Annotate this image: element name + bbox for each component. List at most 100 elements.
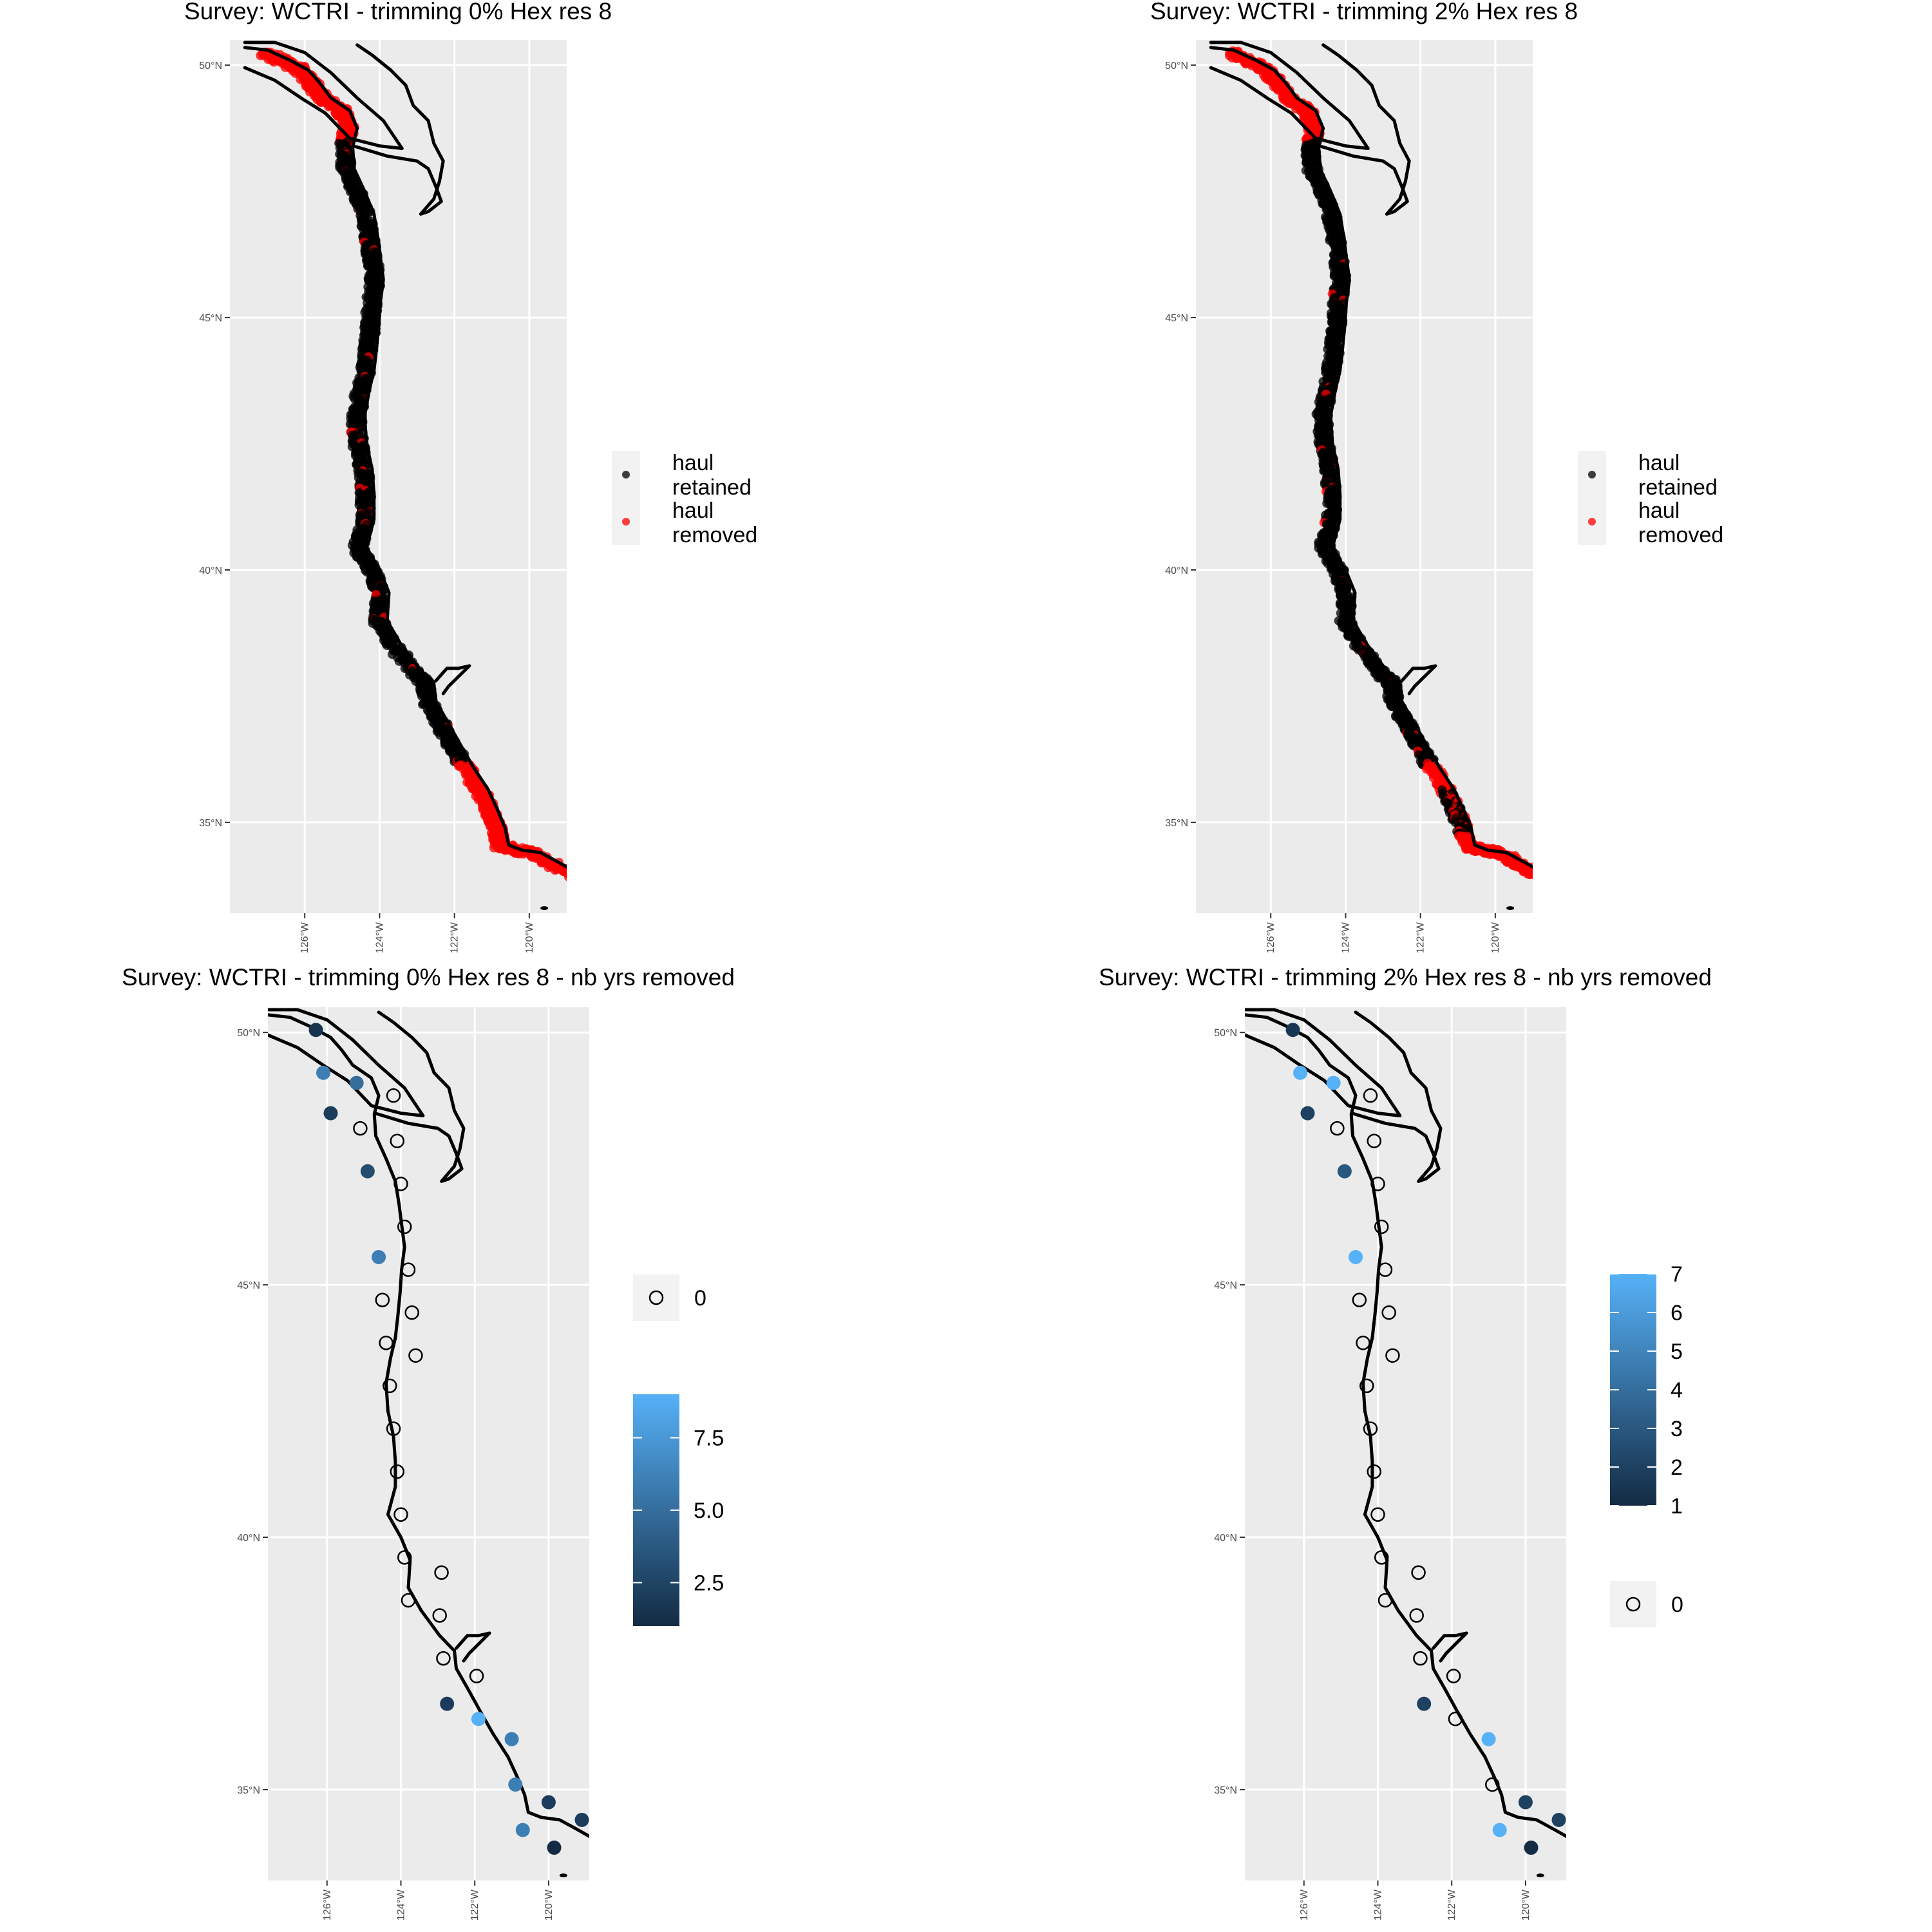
lat-tick-label: 35°N <box>237 1785 260 1796</box>
colorbar-tick-label: 3 <box>1671 1417 1683 1441</box>
lon-tick-label: 124°W <box>374 922 385 953</box>
map-panel-4: Survey: WCTRI - trimming 2% Hex res 8 - … <box>1099 964 1712 1920</box>
haul-point-removed <box>571 869 580 878</box>
hex-point-zero <box>1363 1421 1378 1436</box>
coastline-vancouver-island <box>243 41 404 150</box>
hex-point-removed-years <box>360 1164 375 1179</box>
hex-point-zero <box>1378 1593 1393 1608</box>
hex-point-zero <box>1381 1305 1396 1320</box>
lon-tick-label: 122°W <box>469 1889 480 1920</box>
coastline-puget-sound <box>373 1010 466 1183</box>
lon-tick-label: 120°W <box>1520 1889 1531 1920</box>
panel-title: Survey: WCTRI - trimming 2% Hex res 8 - … <box>1099 964 1712 990</box>
coastline-island <box>540 906 549 911</box>
hex-points <box>1285 1023 1566 1855</box>
panel-title: Survey: WCTRI - trimming 0% Hex res 8 - … <box>122 964 735 990</box>
hex-point-zero <box>1367 1133 1381 1148</box>
legend-key-removed <box>622 518 630 526</box>
legend-key-retained <box>622 471 630 478</box>
haul-point-removed <box>570 869 579 878</box>
coastline-island <box>1536 1873 1544 1878</box>
panel-title: Survey: WCTRI - trimming 0% Hex res 8 <box>184 0 612 24</box>
map-panel-3: Survey: WCTRI - trimming 0% Hex res 8 - … <box>122 964 735 1920</box>
lon-tick-label: 120°W <box>544 1889 554 1920</box>
hex-point-removed-years <box>323 1106 338 1121</box>
haul-point-removed <box>572 871 581 880</box>
hex-point-zero <box>353 1121 368 1136</box>
legend-label: retained <box>672 475 752 500</box>
lat-tick-label: 45°N <box>199 313 222 324</box>
legend-key-bg <box>612 451 640 545</box>
panel-title: Survey: WCTRI - trimming 2% Hex res 8 <box>1150 0 1578 24</box>
hex-point-removed-years <box>1524 1841 1539 1855</box>
hex-point-zero <box>1370 1507 1385 1522</box>
hex-point-removed-years <box>1417 1696 1432 1711</box>
hex-point-zero <box>397 1219 412 1235</box>
haul-point-removed <box>568 873 577 882</box>
hex-point-removed-years <box>1337 1164 1352 1179</box>
hex-point-zero <box>397 1550 412 1565</box>
hex-point-zero <box>386 1088 401 1103</box>
legend: 0 7.5 5.0 2.5 <box>633 1274 724 1626</box>
hex-point-zero <box>401 1593 416 1608</box>
lon-tick-label: 126°W <box>299 922 310 953</box>
hex-point-zero <box>1352 1293 1367 1307</box>
legend-label: haul <box>672 498 714 523</box>
hex-point-removed-years <box>508 1777 523 1792</box>
lat-tick-label: 45°N <box>237 1280 260 1291</box>
legend: 7 6 5 4 3 2 1 0 <box>1610 1262 1683 1627</box>
map-panel-1: Survey: WCTRI - trimming 0% Hex res 8 50°… <box>184 0 757 953</box>
hex-point-zero <box>1446 1669 1461 1683</box>
lat-tick-label: 45°N <box>1165 313 1188 324</box>
hex-point-removed-years <box>574 1812 589 1827</box>
hex-point-removed-years <box>515 1823 530 1837</box>
hex-point-zero <box>1370 1177 1385 1191</box>
legend-key-bg <box>633 1274 679 1321</box>
panel-background <box>1196 40 1533 913</box>
hex-point-removed-years <box>316 1065 331 1080</box>
haul-point-removed <box>568 866 577 875</box>
hex-point-removed-years <box>541 1795 556 1810</box>
haul-point-removed <box>538 855 547 865</box>
hex-point-zero <box>1448 1711 1463 1727</box>
hex-point-zero <box>1485 1777 1500 1792</box>
hex-point-zero <box>390 1133 404 1148</box>
coastline-puget-sound <box>352 43 445 216</box>
lon-tick-label: 124°W <box>1372 1889 1383 1920</box>
legend-zero-label: 0 <box>1671 1593 1683 1617</box>
hex-point-removed-years <box>471 1712 486 1727</box>
hex-point-zero <box>1356 1335 1370 1350</box>
legend-key-retained <box>1588 471 1596 478</box>
map-panel-2: Survey: WCTRI - trimming 2% Hex res 8 50°… <box>1150 0 1723 953</box>
lat-tick-label: 45°N <box>1214 1280 1237 1291</box>
haul-points <box>1225 46 1549 880</box>
hex-point-zero <box>1363 1088 1378 1103</box>
lat-tick-label: 40°N <box>1214 1533 1237 1544</box>
lon-tick-label: 126°W <box>1299 1889 1310 1920</box>
haul-point-removed <box>1540 869 1549 878</box>
hex-point-zero <box>432 1608 447 1623</box>
haul-point-removed <box>1528 867 1533 876</box>
legend-key-removed <box>1588 518 1596 526</box>
hex-point-zero <box>401 1262 416 1277</box>
hex-point-zero <box>383 1378 397 1394</box>
hex-point-zero <box>434 1565 449 1580</box>
lat-tick-label: 35°N <box>1165 818 1188 829</box>
colorbar-tick-label: 2 <box>1671 1455 1683 1480</box>
lat-tick-label: 50°N <box>1165 61 1188 71</box>
colorbar-tick-label: 4 <box>1671 1378 1683 1403</box>
hex-point-removed-years <box>1285 1023 1300 1037</box>
legend-label: retained <box>1638 475 1718 500</box>
coastline-mainland <box>243 46 567 869</box>
lon-tick-label: 126°W <box>1265 922 1276 953</box>
haul-point-removed <box>1533 866 1542 875</box>
legend-label: haul <box>1638 498 1680 523</box>
legend-key-zero <box>1625 1596 1641 1612</box>
hex-point-zero <box>390 1464 404 1479</box>
haul-point-removed <box>1535 869 1544 878</box>
haul-point-removed <box>1535 871 1544 880</box>
lon-tick-label: 122°W <box>1446 1889 1457 1920</box>
lat-tick-label: 50°N <box>1214 1028 1237 1039</box>
